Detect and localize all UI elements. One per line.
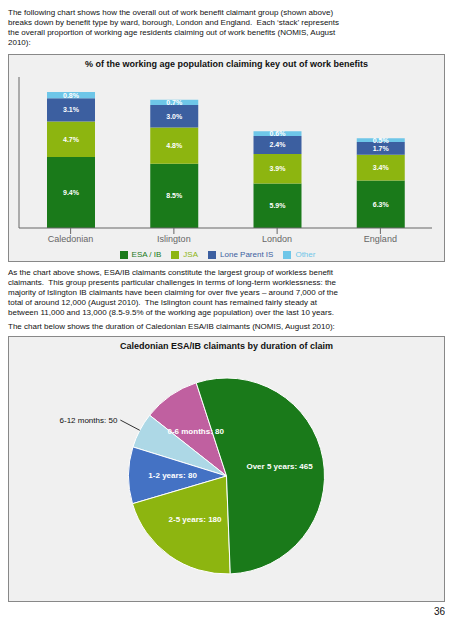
svg-text:0.8%: 0.8% [63, 92, 80, 99]
html-text:36: 36 [433, 606, 445, 617]
svg-text:3.9%: 3.9% [270, 165, 287, 172]
svg-text:Caledonian: Caledonian [48, 234, 94, 244]
html-text:The chart below shows the dura: The chart below shows the duration of Ca… [8, 322, 335, 331]
svg-text:3.4%: 3.4% [373, 164, 390, 171]
svg-text:Islington: Islington [157, 234, 191, 244]
svg-text:6-12 months: 50: 6-12 months: 50 [60, 416, 118, 425]
html-text:Lone Parent IS: Lone Parent IS [220, 250, 274, 259]
svg-text:0-6 months: 80: 0-6 months: 80 [167, 427, 224, 436]
html-text:ESA / IB: ESA / IB [131, 250, 162, 259]
svg-text:6.3%: 6.3% [373, 201, 390, 208]
html-text:Other: Other [295, 250, 316, 259]
svg-text:4.7%: 4.7% [63, 136, 80, 143]
svg-text:8.5%: 8.5% [166, 192, 183, 199]
svg-text:2-5 years: 180: 2-5 years: 180 [169, 515, 222, 524]
svg-text:London: London [262, 234, 292, 244]
html-text:As the chart above shows, ESA/: As the chart above shows, ESA/IB claiman… [8, 268, 338, 317]
svg-text:0.7%: 0.7% [166, 99, 183, 106]
svg-text:0.5%: 0.5% [373, 137, 390, 144]
svg-text:5.9%: 5.9% [270, 202, 287, 209]
svg-text:3.1%: 3.1% [63, 106, 80, 113]
html-text:Caledonian ESA/IB claimants by: Caledonian ESA/IB claimants by duration … [120, 341, 333, 351]
svg-text:3.0%: 3.0% [166, 113, 183, 120]
html-text:% of the working age populatio: % of the working age population claiming… [85, 59, 368, 69]
svg-text:1.7%: 1.7% [373, 145, 390, 152]
svg-text:1-2 years: 80: 1-2 years: 80 [148, 471, 197, 480]
svg-text:England: England [364, 234, 397, 244]
html-text:The following chart shows how: The following chart shows how the overal… [8, 8, 339, 47]
svg-text:4.8%: 4.8% [166, 142, 183, 149]
svg-text:0.6%: 0.6% [270, 130, 287, 137]
svg-text:9.4%: 9.4% [63, 189, 80, 196]
svg-text:Over 5 years: 465: Over 5 years: 465 [246, 462, 313, 471]
svg-text:2.4%: 2.4% [270, 141, 287, 148]
html-text:JSA: JSA [183, 250, 198, 259]
